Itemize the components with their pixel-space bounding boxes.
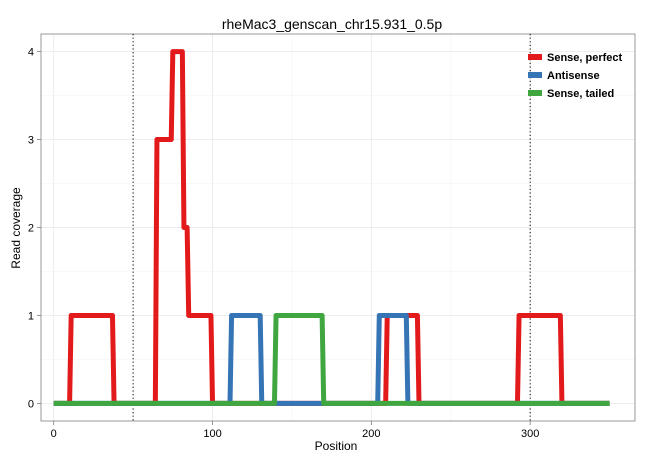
series-line-3 [53,312,610,406]
series-layer [53,49,610,406]
y-tick-label: 3 [28,135,34,147]
chart-title: rheMac3_genscan_chr15.931_0.5p [222,16,442,32]
x-tick-label: 200 [362,428,380,440]
legend-label: Sense, tailed [547,88,614,100]
series-line-1 [53,49,610,406]
y-tick-label: 4 [28,47,34,59]
x-tick-label: 0 [51,428,57,440]
y-tick-label: 1 [28,310,34,322]
x-tick-label: 300 [521,428,539,440]
legend-swatch [528,90,542,96]
y-tick-label: 2 [28,223,34,235]
legend-swatch [528,54,542,60]
y-tick-label: 0 [28,398,34,410]
legend-label: Sense, perfect [547,52,623,64]
legend-label: Antisense [547,70,600,82]
y-axis: 0 1 2 3 4 [28,47,41,410]
x-axis: 0 100 200 300 [51,421,539,440]
series-line-2 [53,312,610,406]
x-axis-label: Position [315,439,358,453]
legend-swatch [528,72,542,78]
x-tick-label: 100 [203,428,221,440]
legend: Sense, perfect Antisense Sense, tailed [528,52,623,100]
y-axis-label: Read coverage [9,187,23,269]
